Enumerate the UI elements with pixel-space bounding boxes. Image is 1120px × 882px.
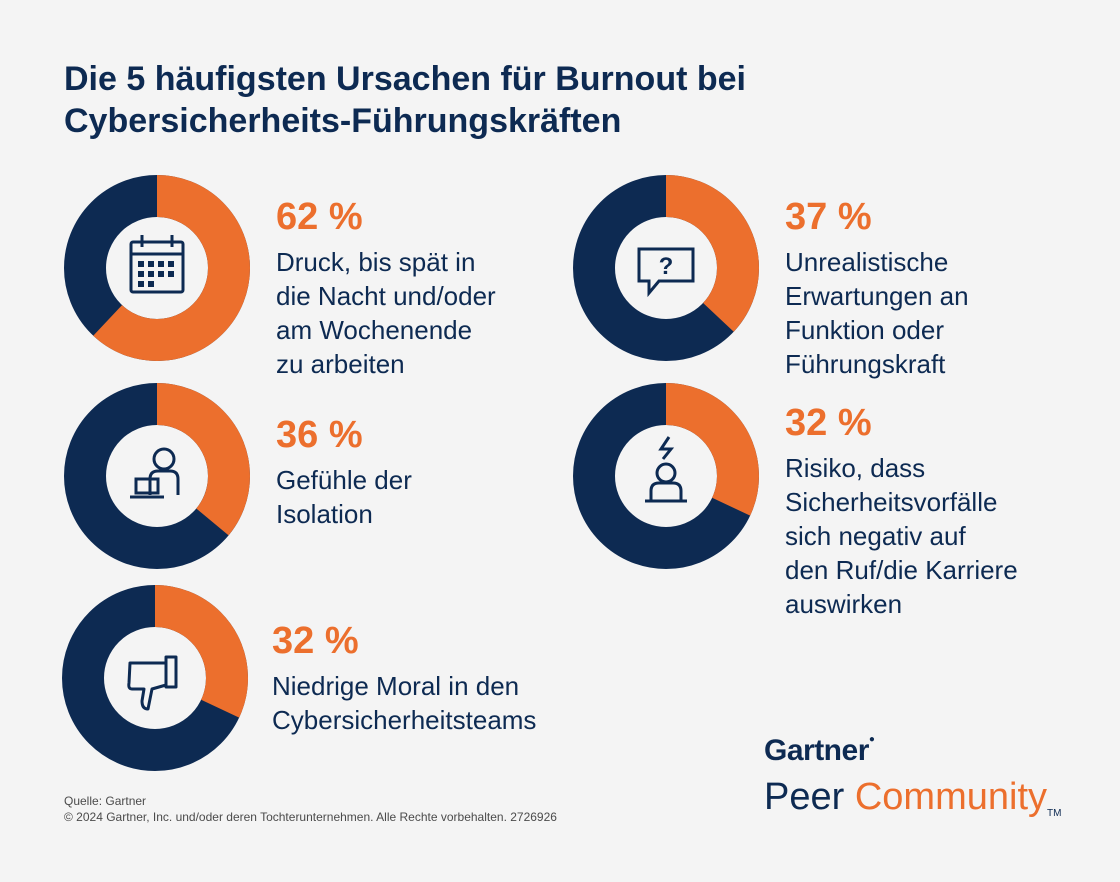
item-label-line: Isolation (276, 499, 373, 529)
item-label-line: Führungskraft (785, 349, 946, 379)
donut-chart-1 (64, 175, 250, 361)
trademark-mark: TM (1047, 808, 1062, 819)
source-line: Quelle: Gartner (64, 794, 147, 808)
gartner-wordmark: Gartner (764, 734, 869, 767)
percentage-value-5: 32 % (272, 620, 359, 662)
donut-chart-5 (62, 585, 248, 771)
donut-chart-4 (573, 383, 759, 569)
percentage-value-4: 32 % (785, 402, 872, 444)
item-label-line: Cybersicherheitsteams (272, 705, 537, 735)
peer-community-logo: Peer CommunityTM (764, 776, 1061, 819)
person-alert-icon (645, 436, 687, 503)
item-label-1: Druck, bis spät in die Nacht und/oder am… (276, 245, 496, 381)
percentage-value-1: 62 % (276, 196, 363, 238)
community-wordmark: Community (854, 776, 1047, 818)
source-note: Quelle: Gartner © 2024 Gartner, Inc. und… (64, 793, 557, 825)
copyright-line: © 2024 Gartner, Inc. und/oder deren Toch… (64, 810, 557, 824)
item-label-line: Risiko, dass (785, 453, 926, 483)
donut-value-arc (64, 383, 250, 569)
item-label-line: Druck, bis spät in (276, 247, 476, 277)
item-label-line: zu arbeiten (276, 349, 405, 379)
peer-wordmark: Peer (764, 776, 845, 818)
title-line-1: Die 5 häufigsten Ursachen für Burnout be… (64, 60, 746, 98)
item-label-line: sich negativ auf (785, 521, 966, 551)
item-label-2: Unrealistische Erwartungen an Funktion o… (785, 245, 969, 381)
gartner-logo: Gartner● (764, 734, 875, 768)
item-label-5: Niedrige Moral in den Cybersicherheitste… (272, 669, 536, 737)
item-label-line: Niedrige Moral in den (272, 671, 520, 701)
item-label-line: den Ruf/die Karriere (785, 555, 1018, 585)
donut-chart-2: ? (573, 175, 759, 361)
donut-value-arc (62, 585, 248, 771)
item-label-line: Sicherheitsvorfälle (785, 487, 998, 517)
chart-title: Die 5 häufigsten Ursachen für Burnout be… (64, 58, 964, 142)
donut-value-arc (573, 175, 759, 361)
svg-text:?: ? (659, 253, 674, 280)
item-label-line: am Wochenende (276, 315, 473, 345)
item-label-line: Erwartungen an (785, 281, 969, 311)
donut-chart-3 (64, 383, 250, 569)
percentage-value-3: 36 % (276, 414, 363, 456)
question-bubble-icon: ? (637, 247, 695, 298)
donut-value-arc (64, 175, 250, 361)
person-at-laptop-icon (130, 447, 180, 499)
item-label-line: Gefühle der (276, 465, 412, 495)
percentage-value-2: 37 % (785, 196, 872, 238)
item-label-line: Funktion oder (785, 315, 944, 345)
calendar-icon (129, 235, 185, 294)
item-label-3: Gefühle der Isolation (276, 463, 412, 531)
item-label-line: die Nacht und/oder (276, 281, 496, 311)
registered-dot-icon: ● (868, 734, 875, 745)
thumbs-down-icon (127, 655, 178, 711)
item-label-4: Risiko, dass Sicherheitsvorfälle sich ne… (785, 451, 1018, 621)
donut-value-arc (573, 383, 759, 569)
item-label-line: Unrealistische (785, 247, 949, 277)
title-line-2: Cybersicherheits-Führungskräften (64, 102, 622, 140)
item-label-line: auswirken (785, 589, 903, 619)
